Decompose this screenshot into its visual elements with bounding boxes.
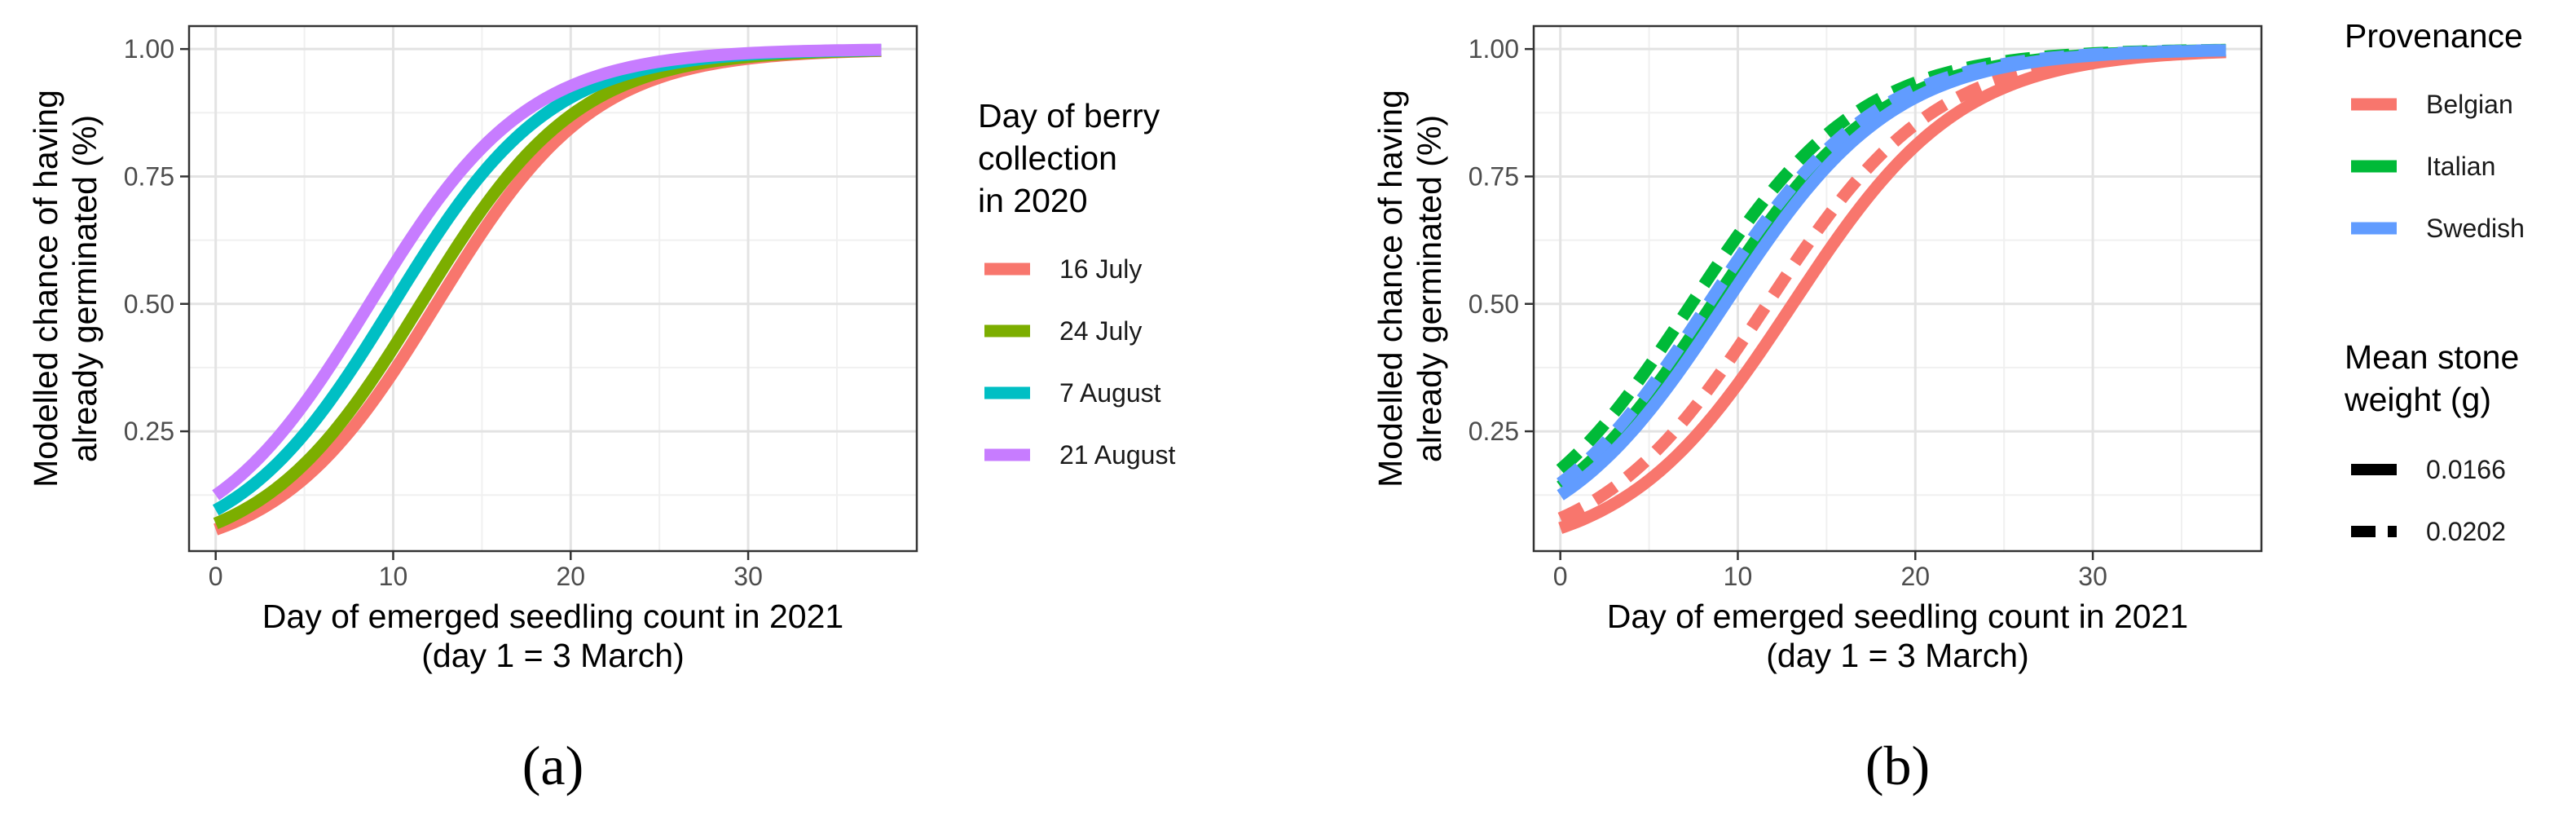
chart2-legend: Provenance Belgian Italian Swedish Mean ston… [2344, 17, 2525, 546]
chart2-panel-border [1532, 24, 2263, 553]
chart2-legend-title: weight (g) [2344, 381, 2491, 418]
chart2-x-tick-label: 0 [1553, 562, 1568, 591]
chart2-x-axis-title: Day of emerged seedling count in 2021 [1607, 598, 2188, 635]
chart2-x-axis-title: (day 1 = 3 March) [1766, 637, 2028, 674]
chart2-legend-label: 0.0202 [2426, 517, 2506, 546]
chart1-panel: 0 10 20 30 0.25 0.50 0.75 1.00 Day of emerged se… [27, 24, 1175, 796]
chart1-x-axis-title: (day 1 = 3 March) [421, 637, 684, 674]
chart2-series-line-5 [1557, 44, 2227, 501]
chart1-y-axis-title: Modelled chance of having [27, 90, 64, 488]
chart1-legend-label: 24 July [1059, 316, 1142, 346]
chart2-panel: 0 10 20 30 0.25 0.50 0.75 1.00 Day of emerged se… [1372, 17, 2525, 796]
chart1-panel-border [187, 24, 918, 553]
chart2-legend-title: Mean stone [2345, 338, 2519, 376]
chart1-legend-label: 21 August [1059, 440, 1175, 470]
chart1-legend-title: in 2020 [978, 182, 1088, 219]
chart1-panel-label: (a) [522, 735, 583, 796]
chart1-y-tick-label: 0.50 [124, 289, 174, 319]
chart1-legend-title: collection [978, 139, 1117, 177]
chart2-x-tick-label: 10 [1724, 562, 1753, 591]
chart1-x-tick-label: 0 [209, 562, 223, 591]
chart2-y-tick-label: 1.00 [1469, 34, 1519, 64]
chart2-y-tick-label: 0.75 [1469, 161, 1519, 191]
chart2-y-axis-title: already germinated (%) [1411, 115, 1448, 462]
chart2-legend-label: Swedish [2426, 214, 2525, 243]
chart1-legend-title: Day of berry [978, 97, 1160, 135]
chart2-y-tick-label: 0.25 [1469, 417, 1519, 446]
chart1-series-line-4 [212, 43, 883, 501]
chart2-legend-label: Belgian [2426, 90, 2513, 119]
chart2-series-line-4 [1556, 43, 2227, 474]
chart1-x-axis-title: Day of emerged seedling count in 2021 [262, 598, 843, 635]
chart1-x-tick-label: 10 [379, 562, 408, 591]
chart1-y-tick-label: 0.25 [124, 417, 174, 446]
chart1-y-axis-title: already germinated (%) [66, 115, 103, 462]
chart1-legend-label: 16 July [1059, 254, 1142, 284]
chart1-y-tick-label: 0.75 [124, 161, 174, 191]
chart1-x-tick-label: 20 [556, 562, 585, 591]
chart2-y-axis-title: Modelled chance of having [1372, 90, 1409, 488]
chart2-legend-label: 0.0166 [2426, 455, 2506, 484]
chart2-x-tick-label: 30 [2078, 562, 2107, 591]
chart2-legend-title: Provenance [2345, 17, 2523, 55]
chart2-x-tick-label: 20 [1900, 562, 1930, 591]
chart2-panel-label: (b) [1865, 735, 1930, 796]
chart1-legend: Day of berry collection in 2020 16 July 24 J… [978, 97, 1175, 470]
chart2-series-line-6 [1557, 44, 2227, 488]
chart1-legend-label: 7 August [1059, 378, 1161, 408]
chart1-x-tick-label: 30 [733, 562, 763, 591]
chart1-y-tick-label: 1.00 [124, 34, 174, 64]
chart2-legend-label: Italian [2426, 152, 2495, 181]
chart2-y-tick-label: 0.50 [1469, 289, 1519, 319]
